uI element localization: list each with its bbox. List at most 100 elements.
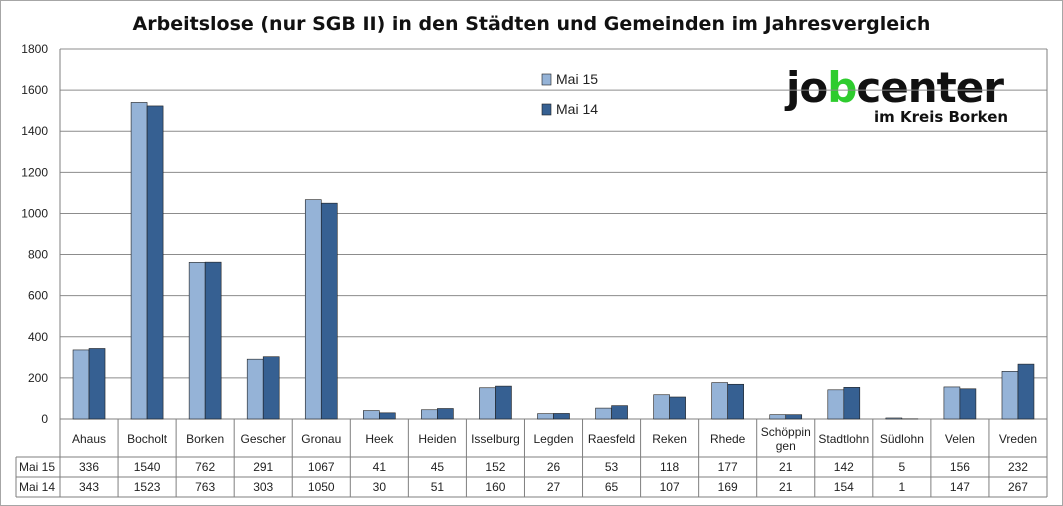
bar [711,382,728,420]
y-tick-label: 400 [28,330,48,344]
y-tick-label: 1000 [21,206,48,220]
y-tick-label: 1200 [21,165,48,179]
bar [88,348,106,420]
bar [146,105,164,420]
y-tick-label: 800 [28,248,48,262]
table-value: 118 [660,460,679,474]
category-label: Velen [945,432,975,446]
category-label: Südlohn [880,432,924,446]
category-label: Raesfeld [588,432,635,446]
category-label: Vreden [999,432,1037,446]
legend-swatch [541,73,552,86]
table-value: 65 [605,480,619,494]
bar [669,396,686,420]
bar [653,394,670,420]
table-value: 53 [605,460,619,474]
gridlines [59,48,1048,497]
y-tick-label: 1800 [21,42,48,56]
jobcenter-logo: jobcenter im Kreis Borken [786,66,1036,130]
bar [943,386,961,420]
bar [537,413,554,420]
logo-text-b: b [827,63,857,112]
table-value: 41 [373,460,387,474]
table-value: 177 [718,460,738,474]
category-label: Bocholt [127,432,168,446]
bar [437,408,454,420]
bar [727,383,744,420]
bar [1017,363,1035,420]
table-value: 762 [195,460,215,474]
bar [479,387,496,420]
bar [320,202,338,420]
category-label: Heek [365,432,394,446]
bar [421,409,438,420]
table-value: 154 [834,480,854,494]
legend-swatch [541,103,552,116]
category-label: Isselburg [471,432,520,446]
y-tick-label: 1600 [21,83,48,97]
legend-label: Mai 14 [556,101,598,117]
table-value: 291 [253,460,273,474]
bar [188,262,206,420]
bar [379,412,396,420]
bar [843,387,861,420]
bar [204,261,222,420]
table-value: 336 [79,460,99,474]
bar [72,349,90,420]
table-value: 5 [899,460,906,474]
table-value: 267 [1008,480,1028,494]
y-tick-label: 600 [28,289,48,303]
logo-subtitle: im Kreis Borken [874,108,1009,126]
logo-wordmark: jobcenter [786,63,1004,112]
bar [246,358,264,420]
bar [959,388,977,420]
category-label: Schöppin [761,425,811,439]
table-value: 27 [547,480,561,494]
table-value: 1523 [134,480,161,494]
bar [1001,371,1019,420]
table-value: 152 [485,460,505,474]
logo-text-end: center [856,63,1004,112]
legend: Mai 15 Mai 14 [541,71,598,117]
y-tick-label: 0 [41,412,48,426]
data-table: Ahaus Bocholt Borken Gescher Gronau Heek Heide… [15,419,1047,498]
bar [827,389,845,420]
table-value: 1 [899,480,906,494]
y-tick-label: 200 [28,371,48,385]
category-label: Ahaus [72,432,106,446]
category-label: Reken [652,432,687,446]
bar [595,407,612,420]
table-value: 147 [950,480,970,494]
bar [495,385,512,420]
bar [553,413,570,420]
table-value: 763 [195,480,215,494]
y-tick-label: 1400 [21,124,48,138]
table-value: 45 [431,460,445,474]
legend-label: Mai 15 [556,71,598,87]
table-value: 142 [834,460,854,474]
table-value: 156 [950,460,970,474]
table-value: 1540 [134,460,161,474]
bar [262,356,280,420]
table-value: 160 [485,480,505,494]
category-label: Gronau [301,432,341,446]
bar [611,405,628,420]
table-value: 30 [373,480,387,494]
bars [72,102,1035,420]
category-label: Legden [533,432,573,446]
table-value: 26 [547,460,561,474]
chart-title: Arbeitslose (nur SGB II) in den Städten … [132,13,931,35]
y-axis-ticks: 0 200 400 600 800 1000 1200 1400 1600 1800 [21,42,48,426]
table-value: 232 [1008,460,1028,474]
table-value: 51 [431,480,445,494]
bar [130,102,148,420]
bar [885,417,903,420]
table-series-label: Mai 14 [19,480,55,494]
bar [769,414,787,420]
category-label: Rhede [710,432,746,446]
table-value: 21 [779,460,793,474]
bar [785,414,803,420]
table-value: 343 [79,480,99,494]
